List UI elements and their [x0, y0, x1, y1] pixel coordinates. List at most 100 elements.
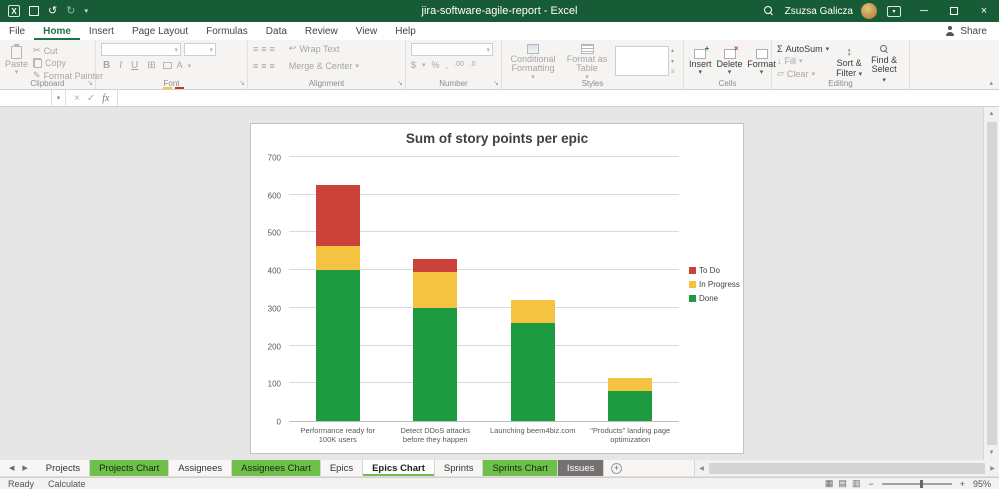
ribbon-display-options-icon[interactable]: ▾	[887, 5, 901, 17]
alignment-dialog-launcher-icon[interactable]: ↘	[397, 80, 403, 87]
clipboard-dialog-launcher-icon[interactable]: ↘	[87, 80, 93, 87]
view-normal-icon[interactable]: ▦	[824, 478, 834, 488]
format-painter-button[interactable]: ✎ Format Painter	[33, 70, 103, 81]
restore-button[interactable]	[939, 0, 969, 22]
format-cells-button[interactable]: Format ▾	[747, 43, 776, 78]
gallery-up-icon[interactable]: ▴	[671, 48, 675, 54]
autosum-button[interactable]: Σ AutoSum ▾	[777, 44, 829, 54]
increase-decimal-button[interactable]: .00	[454, 61, 464, 68]
zoom-slider[interactable]	[881, 479, 952, 488]
status-calculate[interactable]: Calculate	[48, 478, 86, 489]
search-icon[interactable]	[763, 5, 775, 17]
sheet-nav-right-icon[interactable]: ▶	[22, 465, 28, 472]
sheet-tab-sprints-chart[interactable]: Sprints Chart	[483, 460, 558, 476]
font-color-button[interactable]: A	[175, 61, 185, 89]
minimize-button[interactable]: ─	[920, 5, 928, 17]
sheet-tab-projects[interactable]: Projects	[37, 460, 91, 476]
comma-style-button[interactable]: ,	[445, 59, 449, 70]
vertical-scrollbar[interactable]: ▲ ▼	[983, 107, 999, 460]
user-name[interactable]: Zsuzsa Galicza	[784, 5, 853, 17]
format-as-table-button[interactable]: Format as Table ▾	[564, 43, 610, 81]
horizontal-scrollbar[interactable]: ◀ ▶	[694, 460, 999, 476]
sheet-nav-left-icon[interactable]: ◀	[9, 465, 15, 472]
new-sheet-button[interactable]: +	[604, 460, 628, 476]
close-button[interactable]: ×	[980, 5, 988, 17]
user-avatar[interactable]	[861, 3, 877, 19]
percent-button[interactable]: %	[431, 59, 440, 70]
sheet-tab-epics-chart[interactable]: Epics Chart	[363, 460, 435, 476]
gallery-down-icon[interactable]: ▾	[671, 59, 675, 65]
ribbon-tab-review[interactable]: Review	[304, 25, 338, 37]
align-top-icon[interactable]: ≡	[253, 43, 259, 54]
cancel-icon[interactable]: ×	[74, 92, 80, 104]
collapse-ribbon-icon[interactable]: ▴	[989, 80, 993, 87]
name-box-caret-icon[interactable]: ▾	[52, 90, 66, 106]
gallery-more-icon[interactable]: ≡	[671, 69, 675, 75]
font-dialog-launcher-icon[interactable]: ↘	[239, 80, 245, 87]
ribbon-tab-insert[interactable]: Insert	[88, 25, 114, 37]
merge-center-button[interactable]: Merge & Center	[288, 60, 353, 71]
font-size-combo[interactable]: ▾	[184, 43, 216, 56]
font-more-caret-icon[interactable]: ▾	[187, 62, 192, 70]
view-page-break-icon[interactable]: ▥	[851, 478, 861, 488]
ribbon-tab-home[interactable]: Home	[34, 22, 80, 40]
hscroll-left-icon[interactable]: ◀	[699, 465, 704, 472]
conditional-formatting-button[interactable]: Conditional Formatting ▾	[507, 43, 559, 81]
sheet-tab-epics[interactable]: Epics	[321, 460, 364, 476]
zoom-in-button[interactable]: +	[959, 478, 965, 489]
horizontal-scroll-thumb[interactable]	[709, 462, 985, 474]
cell-styles-gallery[interactable]	[615, 46, 669, 76]
insert-function-icon[interactable]: fx	[102, 92, 110, 104]
sheet-tab-projects-chart[interactable]: Projects Chart	[90, 460, 170, 476]
underline-button[interactable]: U	[131, 60, 139, 71]
sort-filter-button[interactable]: ↕ Sort & Filter ▾	[834, 43, 864, 78]
ribbon-tab-help[interactable]: Help	[395, 25, 416, 37]
ribbon-tab-file[interactable]: File	[9, 25, 26, 37]
wrap-text-button[interactable]: Wrap Text	[299, 43, 340, 54]
cut-button[interactable]: ✂ Cut	[33, 45, 103, 56]
sheet-tab-assignees[interactable]: Assignees	[169, 460, 233, 476]
find-select-button[interactable]: Find & Select ▾	[869, 43, 899, 84]
paste-button[interactable]: Paste ▾	[5, 43, 28, 78]
ribbon-tab-formulas[interactable]: Formulas	[206, 25, 248, 37]
scroll-down-icon[interactable]: ▼	[988, 450, 995, 456]
fill-color-button[interactable]	[162, 62, 172, 89]
scroll-up-icon[interactable]: ▲	[988, 111, 995, 117]
delete-cells-button[interactable]: × Delete ▾	[717, 43, 743, 78]
zoom-out-button[interactable]: −	[868, 478, 874, 489]
vertical-scroll-thumb[interactable]	[986, 122, 997, 445]
zoom-level[interactable]: 95%	[972, 478, 991, 489]
name-box[interactable]	[0, 90, 52, 106]
copy-button[interactable]: Copy	[33, 58, 103, 68]
currency-button[interactable]: $	[411, 59, 417, 70]
enter-icon[interactable]: ✓	[86, 92, 96, 104]
zoom-slider-thumb[interactable]	[920, 479, 924, 488]
bold-button[interactable]: B	[103, 60, 111, 71]
clear-button[interactable]: ▱ Clear ▾	[777, 68, 829, 79]
sheet-tab-issues[interactable]: Issues	[557, 460, 605, 476]
sheet-tab-sprints[interactable]: Sprints	[435, 460, 484, 476]
align-middle-icon[interactable]: ≡	[261, 43, 267, 54]
align-bottom-icon[interactable]: ≡	[269, 43, 275, 54]
redo-icon[interactable]: ↻	[66, 4, 76, 17]
decrease-decimal-button[interactable]: .0	[469, 61, 476, 68]
save-icon[interactable]	[29, 6, 39, 16]
fill-button[interactable]: ↓ Fill ▾	[777, 56, 829, 66]
align-center-icon[interactable]: ≡	[261, 60, 267, 71]
font-name-combo[interactable]: ▾	[101, 43, 181, 56]
view-page-layout-icon[interactable]: ▤	[838, 478, 847, 488]
formula-input[interactable]	[118, 90, 999, 106]
customize-qat-icon[interactable]: ▾	[84, 8, 88, 15]
borders-button[interactable]: ⊞	[147, 60, 156, 71]
ribbon-tab-data[interactable]: Data	[265, 25, 287, 37]
number-format-combo[interactable]: ▾	[411, 43, 493, 56]
insert-cells-button[interactable]: + Insert ▾	[689, 43, 712, 78]
align-right-icon[interactable]: ≡	[269, 60, 275, 71]
number-dialog-launcher-icon[interactable]: ↘	[493, 80, 499, 87]
sheet-tab-assignees-chart[interactable]: Assignees Chart	[232, 460, 321, 476]
share-button[interactable]: Share	[945, 22, 999, 40]
ribbon-tab-view[interactable]: View	[355, 25, 378, 37]
italic-button[interactable]: I	[119, 60, 123, 71]
align-left-icon[interactable]: ≡	[253, 60, 259, 71]
undo-icon[interactable]: ↺	[48, 4, 58, 17]
